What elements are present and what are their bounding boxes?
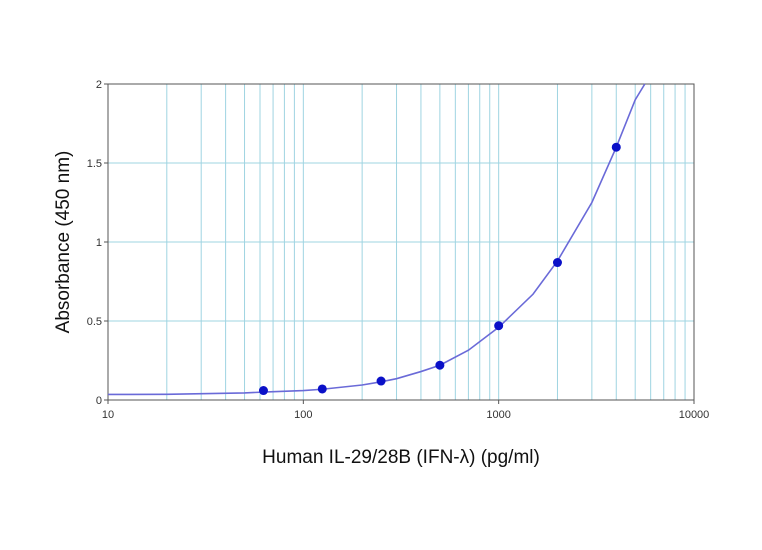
data-point — [494, 321, 504, 331]
y-tick-label: 0.5 — [87, 316, 102, 328]
data-points — [258, 142, 621, 396]
grid — [108, 84, 694, 400]
data-point — [552, 258, 562, 268]
y-tick-label: 0 — [96, 395, 102, 407]
data-point — [376, 376, 386, 386]
data-point — [435, 360, 445, 370]
x-axis-label: Human IL-29/28B (IFN-λ) (pg/ml) — [262, 447, 540, 468]
y-tick-label: 1 — [96, 237, 102, 249]
tick-labels: 10 100 1000 10000 0 0.5 1 1.5 2 — [87, 79, 710, 421]
y-axis-label: Absorbance (450 nm) — [53, 151, 74, 334]
x-tick-label: 10000 — [679, 409, 710, 421]
y-tick-label: 2 — [96, 79, 102, 91]
data-point — [317, 384, 327, 394]
fit-curve — [107, 83, 646, 396]
x-tick-label: 1000 — [486, 409, 510, 421]
y-tick-label: 1.5 — [87, 158, 102, 170]
data-point — [258, 386, 268, 396]
x-tick-label: 10 — [102, 409, 114, 421]
x-tick-label: 100 — [294, 409, 312, 421]
data-point — [611, 142, 621, 152]
